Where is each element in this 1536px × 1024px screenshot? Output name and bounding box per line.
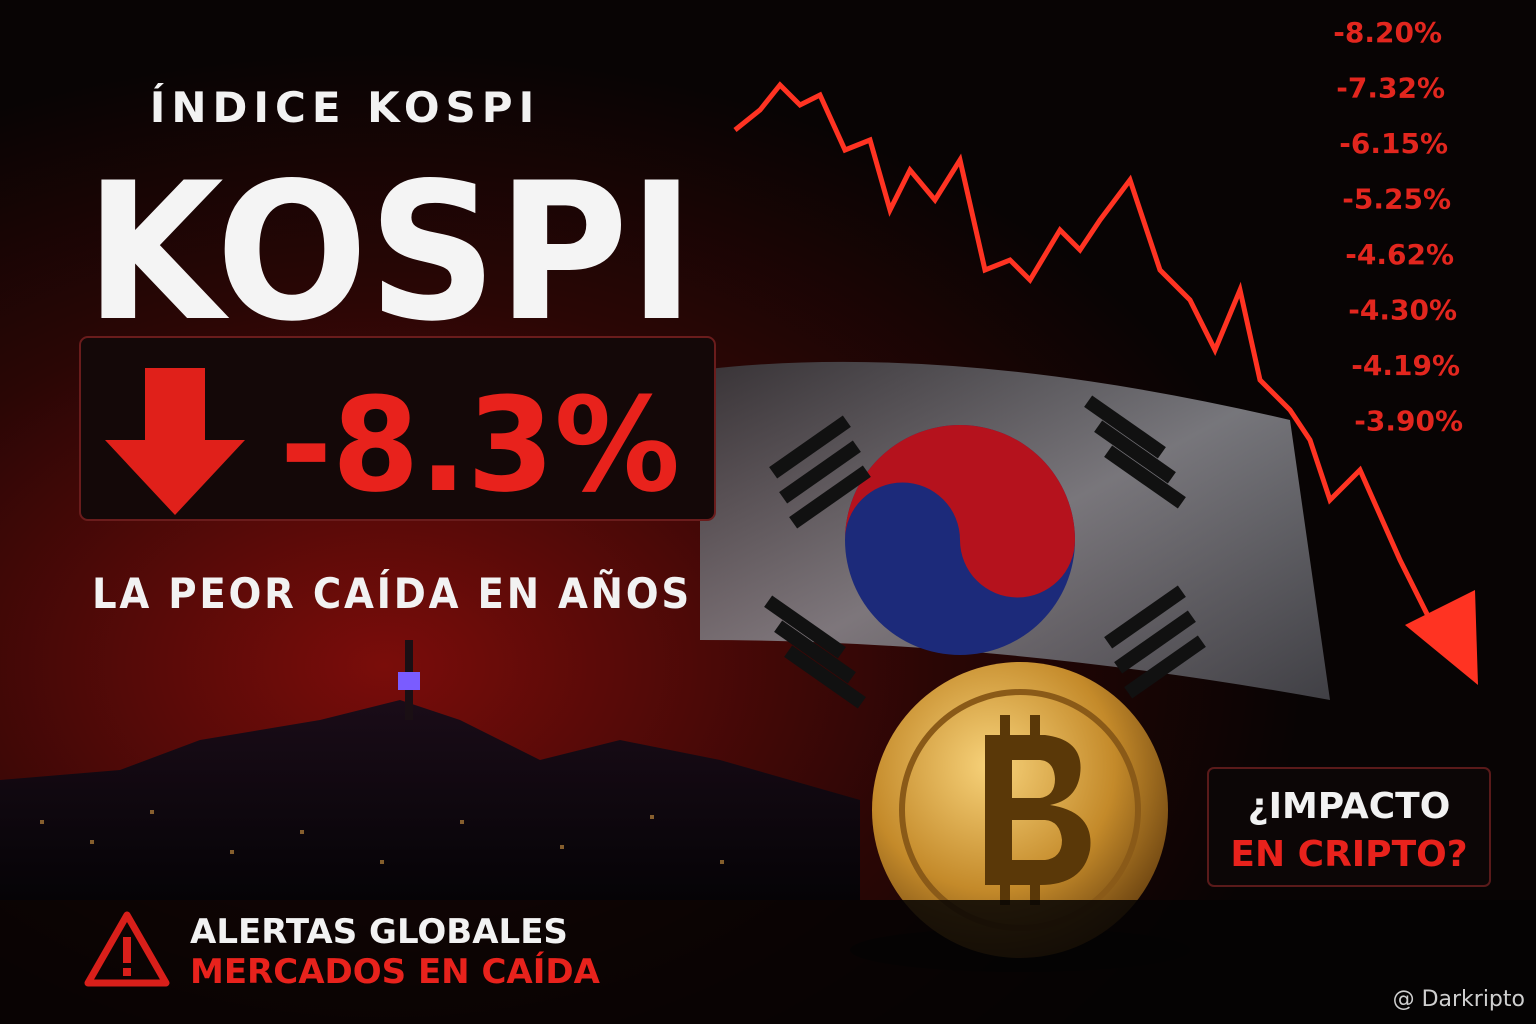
- ticker-list: -8.20% -7.32% -6.15% -5.25% -4.62% -4.30% -4.1…: [1333, 16, 1463, 438]
- ticker-value: -6.15%: [1339, 127, 1448, 160]
- alert-line1: ALERTAS GLOBALES: [190, 912, 568, 952]
- drop-value: -8.3%: [280, 369, 680, 521]
- ticker-value: -4.62%: [1345, 238, 1454, 271]
- ticker-value: -5.25%: [1342, 183, 1451, 216]
- caption: LA PEOR CAÍDA EN AÑOS: [92, 568, 692, 618]
- ticker-value: -4.30%: [1348, 294, 1457, 327]
- tower: [398, 640, 420, 720]
- chart-arrowhead: [1405, 590, 1478, 685]
- down-arrow: [105, 368, 245, 515]
- ticker-value: -4.19%: [1351, 349, 1460, 382]
- alert-line2: MERCADOS EN CAÍDA: [190, 951, 601, 992]
- warning-icon: [84, 911, 170, 987]
- chart-line: [733, 81, 1443, 642]
- question-line1: ¿IMPACTO: [1248, 786, 1451, 827]
- ticker-value: -7.32%: [1336, 72, 1445, 105]
- drop-box: [79, 336, 716, 521]
- watermark: @ Darkripto: [1393, 987, 1525, 1012]
- question-box: [1207, 767, 1491, 887]
- ticker-value: -3.90%: [1354, 405, 1463, 438]
- flag-emblem: [764, 395, 1206, 709]
- title: KOSPI: [85, 142, 695, 363]
- cityscape: [0, 700, 860, 900]
- alert-bar: [0, 900, 1536, 1024]
- ticker-value: -8.20%: [1333, 16, 1442, 49]
- city-lights: [40, 810, 724, 864]
- question-line2: EN CRIPTO?: [1230, 834, 1467, 875]
- kicker: ÍNDICE KOSPI: [150, 82, 540, 132]
